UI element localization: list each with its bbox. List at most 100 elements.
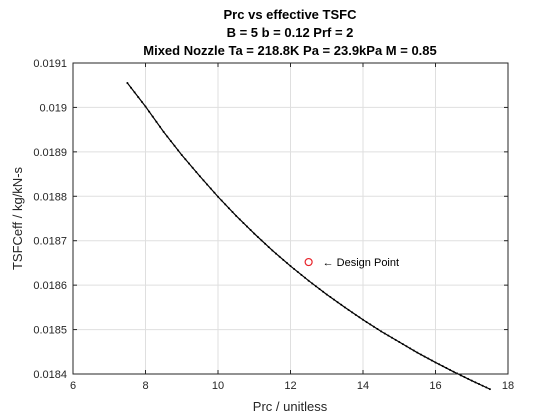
series-point: [246, 225, 248, 228]
series-point: [420, 353, 422, 356]
series-point: [463, 376, 466, 379]
series-point: [282, 258, 285, 261]
series-point: [300, 273, 303, 276]
design-point-label: ← Design Point: [323, 257, 399, 269]
x-ticks: 6 8 10 12 14 16 18: [70, 63, 514, 392]
series-point: [293, 267, 296, 270]
series-point: [478, 383, 480, 386]
series-point: [336, 301, 339, 304]
series-point: [151, 115, 154, 118]
series-point: [267, 246, 270, 249]
series-point: [137, 96, 140, 99]
series-point: [213, 191, 216, 194]
series-point: [423, 355, 426, 358]
design-point-marker: [304, 257, 313, 267]
series-point: [380, 330, 383, 333]
y-tick-label: 0.0185: [33, 325, 67, 337]
series-point: [304, 276, 306, 279]
series-point: [470, 379, 473, 382]
y-tick-label: 0.019: [39, 102, 67, 114]
series-point: [296, 270, 299, 273]
x-tick-label: 16: [429, 380, 441, 392]
series-point: [180, 153, 183, 156]
x-tick-label: 18: [502, 380, 514, 392]
series-point: [409, 347, 412, 350]
series-point: [162, 130, 165, 133]
y-tick-label: 0.0188: [33, 191, 67, 203]
y-tick-label: 0.0189: [33, 147, 67, 159]
series-point: [343, 306, 346, 309]
series-point: [198, 175, 201, 178]
series-point: [485, 386, 488, 389]
series-point: [449, 368, 451, 371]
series-point: [126, 81, 129, 84]
series-point: [206, 183, 209, 186]
series-point: [387, 334, 390, 337]
series-point: [416, 351, 419, 354]
series-point: [224, 203, 227, 206]
x-axis-label: Prc / unitless: [253, 399, 328, 414]
series-point: [256, 235, 259, 238]
series-point: [155, 120, 158, 123]
annotation-layer: ← Design Point: [304, 257, 399, 269]
series-point: [314, 285, 317, 288]
series-point: [173, 144, 176, 147]
series-point: [412, 349, 415, 352]
series-point: [391, 336, 393, 339]
series-point: [322, 290, 325, 293]
series-point: [159, 125, 161, 128]
series-point: [285, 261, 288, 264]
series-point: [144, 105, 147, 108]
series-point: [227, 207, 230, 210]
series-point: [430, 359, 433, 362]
x-tick-label: 14: [357, 380, 369, 392]
series-point: [351, 311, 354, 314]
x-tick-label: 10: [212, 380, 224, 392]
series-point: [358, 316, 361, 319]
x-tick-label: 12: [284, 380, 296, 392]
series-point: [191, 166, 194, 169]
series-point: [329, 296, 332, 299]
series-point: [184, 158, 187, 161]
series-point: [289, 265, 292, 268]
series-point: [441, 365, 444, 368]
x-tick-label: 6: [70, 380, 76, 392]
series-point: [401, 343, 404, 346]
series-point: [340, 303, 343, 306]
series-point: [177, 149, 180, 152]
series-point: [347, 308, 350, 311]
series-point: [209, 187, 212, 190]
series-point: [195, 171, 198, 174]
series-point: [278, 255, 281, 258]
series-point: [318, 287, 321, 290]
series-point: [405, 345, 408, 348]
series-point: [445, 367, 448, 370]
series-point: [376, 328, 379, 331]
y-axis-label: TSFCeff / kg/kN-s: [10, 166, 25, 270]
series-point: [427, 357, 430, 360]
series-point: [362, 318, 364, 321]
series-point: [133, 91, 136, 94]
series-point: [467, 377, 470, 380]
chart-title-line-2: B = 5 b = 0.12 Prf = 2: [227, 25, 354, 40]
series-point: [369, 323, 372, 326]
series-point: [231, 211, 234, 214]
series-point: [264, 242, 267, 245]
series-point: [452, 370, 455, 373]
series-point: [398, 341, 401, 344]
series-point: [166, 135, 169, 138]
series-point: [130, 86, 132, 89]
x-tick-label: 8: [142, 380, 148, 392]
chart-title-line-1: Prc vs effective TSFC: [224, 7, 358, 22]
series-point: [220, 199, 223, 202]
series-point: [488, 388, 491, 391]
series-point: [307, 279, 310, 282]
series-point: [188, 162, 190, 165]
y-tick-label: 0.0191: [33, 58, 67, 70]
series-point: [260, 239, 263, 242]
series-point: [271, 249, 274, 252]
series-point: [438, 363, 441, 366]
series-point: [249, 229, 252, 232]
y-tick-label: 0.0186: [33, 280, 67, 292]
